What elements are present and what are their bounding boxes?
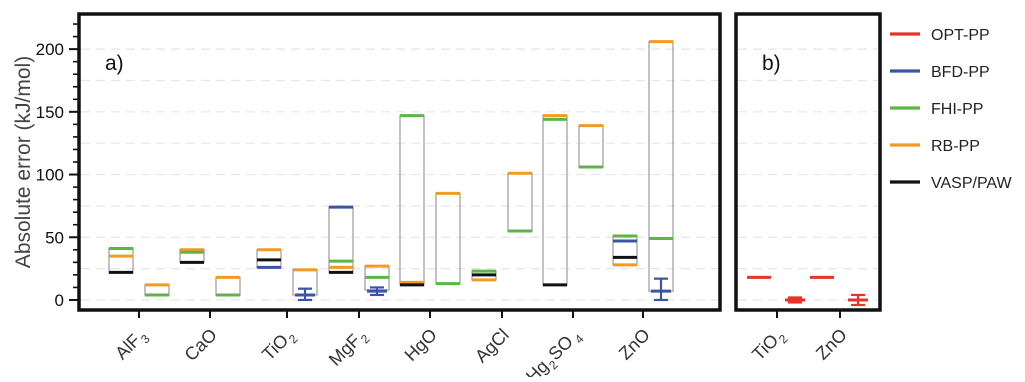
- label-base: HgO: [401, 325, 441, 365]
- legend-item: VASP/PAW: [890, 175, 1013, 192]
- panel-b: b) TiO2 ZnO: [734, 12, 882, 367]
- x-tick-label: AgCl: [471, 325, 513, 367]
- label-base: AgCl: [471, 325, 513, 367]
- x-tick-label: ZnO: [615, 325, 654, 364]
- box-group: [507, 171, 533, 233]
- range-box: [542, 114, 568, 286]
- legend-label: OPT-PP: [931, 27, 990, 44]
- box-group: [785, 296, 805, 304]
- panel-label: a): [105, 52, 124, 75]
- box-group: [179, 248, 205, 264]
- box-group: [144, 283, 170, 297]
- panel-label: b): [762, 52, 781, 75]
- box-group: [328, 205, 354, 274]
- range-box: [215, 276, 241, 296]
- y-tick-label: 200: [36, 40, 64, 59]
- box-group: [542, 114, 568, 287]
- box-group: [648, 40, 674, 302]
- legend-item: FHI-PP: [890, 101, 983, 118]
- x-tick-label: ZnO: [812, 325, 851, 364]
- y-tick-label: 50: [45, 228, 64, 247]
- error-bar: [848, 293, 868, 307]
- y-axis-label: Absolute error (kJ/mol): [12, 56, 35, 268]
- range-box: [648, 40, 674, 292]
- range-box: [399, 114, 425, 286]
- x-tick-label: Hg2SO4: [522, 324, 587, 377]
- panel-frame: [77, 12, 722, 312]
- range-box: [578, 124, 604, 168]
- label-base: ZnO: [615, 325, 654, 364]
- box-group: [435, 191, 461, 286]
- error-bar: [785, 296, 805, 304]
- x-tick-label: MgF2: [325, 324, 373, 372]
- x-tick-label: CaO: [181, 325, 221, 365]
- y-tick-label: 100: [36, 166, 64, 185]
- y-tick-label: 0: [55, 291, 64, 310]
- box-group: [612, 234, 638, 267]
- error-bar: [367, 286, 387, 297]
- x-tick-label: AlF3: [111, 324, 153, 366]
- label-base: ZnO: [812, 325, 851, 364]
- box-group: [848, 293, 868, 307]
- x-tick-label: HgO: [401, 325, 441, 365]
- legend-label: RB-PP: [931, 138, 980, 155]
- range-box: [328, 206, 354, 274]
- box-group: [292, 268, 318, 302]
- range-box: [435, 192, 461, 285]
- box-group: [364, 264, 390, 297]
- error-bar: [651, 277, 671, 302]
- error-bar: [295, 287, 315, 302]
- y-tick-label: 150: [36, 103, 64, 122]
- legend-label: VASP/PAW: [931, 175, 1013, 192]
- box-group: [399, 114, 425, 287]
- legend-label: FHI-PP: [931, 101, 983, 118]
- box-group: [256, 248, 282, 269]
- label-base: CaO: [181, 325, 221, 365]
- range-box: [144, 284, 170, 296]
- x-tick-label: TiO2: [258, 324, 301, 367]
- box-group: [471, 269, 497, 282]
- legend-item: OPT-PP: [890, 27, 990, 44]
- legend-item: RB-PP: [890, 138, 980, 155]
- legend-item: BFD-PP: [890, 64, 990, 81]
- box-group: [108, 247, 134, 274]
- panel-frame: [734, 12, 882, 312]
- legend: OPT-PP BFD-PP FHI-PP RB-PP VASP/PAW: [890, 27, 1013, 192]
- x-tick-label: TiO2: [748, 324, 791, 367]
- box-group: [215, 275, 241, 297]
- label-base: Hg: [522, 356, 552, 377]
- box-group: [578, 124, 604, 169]
- range-box: [507, 172, 533, 232]
- legend-label: BFD-PP: [931, 64, 990, 81]
